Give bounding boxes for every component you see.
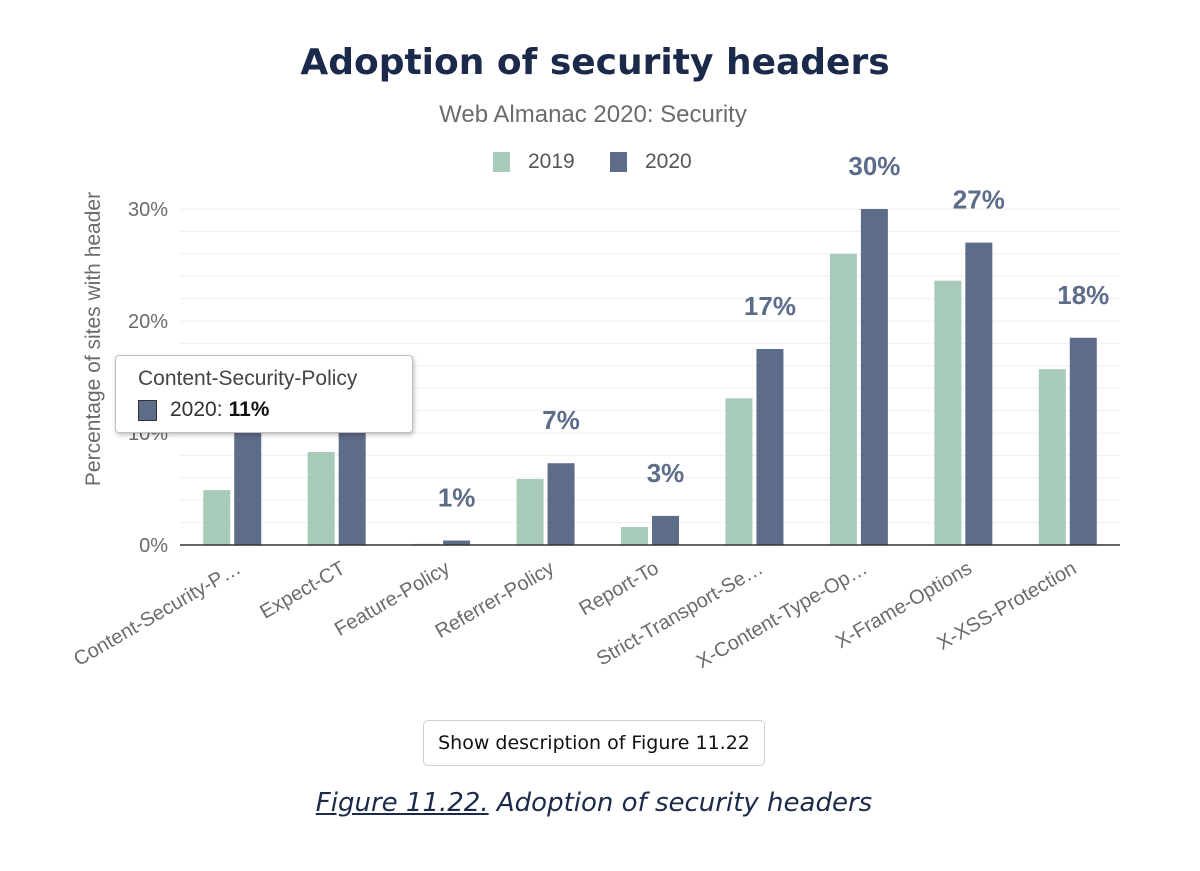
data-label: 7% — [542, 405, 580, 435]
y-tick-label: 20% — [128, 311, 168, 333]
figure-caption: Figure 11.22. Adoption of security heade… — [0, 788, 1188, 818]
legend-item-2020[interactable]: 2020 — [610, 150, 692, 174]
data-label: 30% — [848, 151, 900, 181]
legend-label-2020: 2020 — [645, 150, 692, 173]
data-label: 27% — [953, 185, 1005, 215]
bar-2020 — [652, 515, 679, 545]
bar-2020 — [547, 463, 575, 545]
x-tick-label: Referrer-Policy — [432, 557, 558, 643]
bar-2020 — [443, 540, 471, 545]
x-tick-label: X-Content-Type-Op… — [693, 557, 872, 673]
tooltip-title: Content-Security-Policy — [138, 367, 358, 390]
bar-2019 — [516, 478, 544, 545]
x-tick-label: Report-To — [575, 557, 662, 620]
bar-2020 — [234, 422, 262, 545]
bar-2019 — [934, 280, 962, 545]
y-tick-label: 0% — [139, 535, 168, 557]
data-label: 17% — [744, 291, 796, 321]
bar-2019 — [307, 452, 335, 545]
figure-caption-text: Adoption of security headers — [496, 788, 873, 818]
tooltip-row: 2020: 11% — [138, 398, 269, 422]
legend-item-2019[interactable]: 2019 — [493, 150, 575, 174]
chart-subtitle: Web Almanac 2020: Security — [439, 101, 747, 128]
tooltip-series: 2020 — [170, 398, 217, 421]
x-tick-label: Content-Security-P… — [70, 557, 245, 671]
legend-swatch-2020 — [610, 152, 627, 172]
tooltip-value: 11% — [228, 398, 270, 421]
chart-title: Adoption of security headers — [300, 42, 890, 83]
x-tick-label: Strict-Transport-Se… — [593, 557, 767, 670]
tooltip-swatch — [138, 399, 157, 421]
bar-2020 — [1069, 337, 1097, 545]
bar-2020 — [965, 242, 993, 545]
figure-link[interactable]: Figure 11.22. — [315, 788, 489, 818]
data-label: 3% — [647, 458, 685, 488]
bar-2019 — [1038, 369, 1066, 545]
legend-label-2019: 2019 — [528, 150, 575, 173]
bar-2019 — [203, 490, 231, 545]
x-tick-label: Expect-CT — [256, 557, 349, 623]
data-label: 18% — [1057, 280, 1109, 310]
chart-tooltip: Content-Security-Policy 2020: 11% — [115, 355, 413, 433]
bar-2020 — [860, 209, 888, 545]
show-description-button[interactable]: Show description of Figure 11.22 — [423, 720, 765, 766]
bars — [203, 209, 1097, 546]
bar-2020 — [756, 349, 784, 545]
bar-2019 — [829, 253, 857, 546]
data-labels: 1% 7% 3% 17% 30% 27% 18% — [438, 151, 1109, 513]
bar-2019 — [725, 398, 753, 545]
y-tick-label: 30% — [128, 199, 168, 221]
y-axis-label: Percentage of sites with header — [82, 192, 105, 486]
data-label: 1% — [438, 483, 476, 513]
bar-2020 — [338, 428, 366, 545]
legend-swatch-2019 — [493, 152, 510, 172]
bar-2019 — [621, 527, 648, 545]
